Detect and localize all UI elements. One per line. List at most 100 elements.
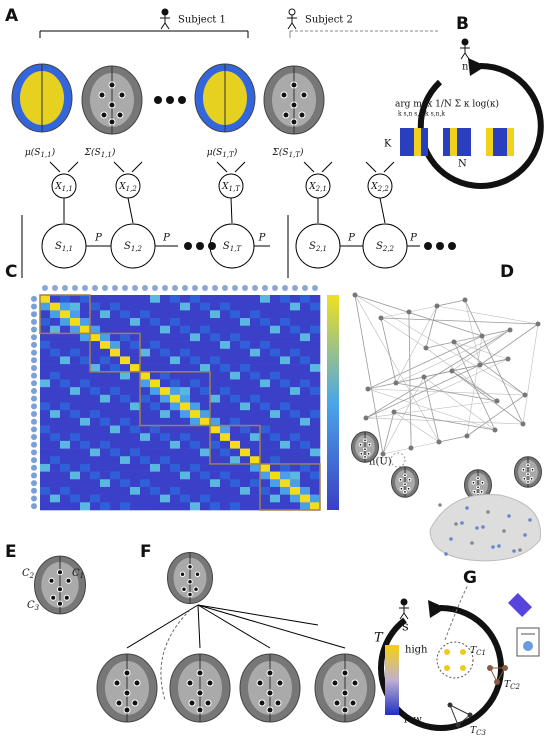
- transition-label: P: [347, 233, 355, 244]
- matrix-cell: [280, 463, 291, 472]
- arrow: [321, 161, 333, 173]
- matrix-cell: [150, 479, 161, 488]
- matrix-cell: [240, 295, 251, 303]
- emission-label-end: ): [111, 147, 116, 158]
- matrix-cell: [290, 425, 301, 434]
- ellipsis: [154, 96, 162, 104]
- matrix-cell: [200, 371, 211, 380]
- matrix-cell: [140, 387, 151, 396]
- matrix-cell: [90, 333, 101, 342]
- ellipsis: [178, 96, 186, 104]
- brain-node: [479, 489, 484, 494]
- network-node: [497, 544, 501, 548]
- state-label-sub: 1,1: [62, 245, 73, 253]
- brain-node: [274, 699, 282, 707]
- matrix-cell: [160, 341, 171, 350]
- matrix-cell: [180, 494, 191, 503]
- matrix-cell: [170, 325, 181, 334]
- matrix-cell: [70, 402, 81, 411]
- network-node: [380, 451, 386, 457]
- matrix-cell: [50, 502, 61, 511]
- matrix-cell: [250, 379, 261, 388]
- tree-edge: [197, 604, 319, 626]
- matrix-cell: [260, 402, 271, 411]
- matrix-cell: [130, 333, 141, 342]
- matrix-cell: [210, 433, 221, 442]
- matrix-cell: [160, 463, 171, 472]
- matrix-cell: [310, 387, 321, 396]
- brain-node: [363, 438, 367, 443]
- state-label: S2,1: [309, 241, 327, 254]
- tree-node: [460, 665, 466, 671]
- network-edge: [365, 364, 481, 419]
- network-node: [481, 525, 485, 529]
- matrix-cell: [220, 394, 231, 403]
- matrix-cell: [260, 410, 271, 419]
- matrix-cell: [60, 440, 71, 449]
- cluster-matrix: [450, 135, 457, 142]
- matrix-cell: [250, 479, 261, 488]
- row-brain: [31, 426, 37, 433]
- matrix-cell: [250, 417, 261, 426]
- matrix-cell: [310, 325, 321, 334]
- matrix-cell: [120, 333, 131, 342]
- matrix-cell: [300, 402, 311, 411]
- matrix-cell: [40, 364, 51, 373]
- matrix-cell: [130, 394, 141, 403]
- matrix-cell: [110, 402, 121, 411]
- matrix-cell: [150, 417, 161, 426]
- brain-node: [65, 577, 72, 584]
- network-edge: [466, 394, 526, 437]
- cluster-box: [209, 424, 261, 465]
- ellipsis: [208, 242, 216, 250]
- brain-node: [521, 467, 526, 472]
- formula-subscripts: k s,n s,n,k s,n,k: [398, 111, 445, 118]
- network-node: [505, 356, 511, 362]
- col-brain: [122, 285, 128, 291]
- matrix-cell: [40, 379, 51, 388]
- matrix-cell: [150, 318, 161, 327]
- matrix-cell: [310, 394, 321, 403]
- emission-label: μ(S1,T): [207, 147, 238, 160]
- matrix-cell: [230, 310, 241, 319]
- transition-label: P: [162, 233, 170, 244]
- cluster-matrix: [400, 149, 407, 156]
- col-brain: [302, 285, 308, 291]
- panel-label: F: [140, 542, 152, 562]
- network-node: [391, 409, 397, 415]
- matrix-cell: [80, 502, 91, 511]
- matrix-cell: [40, 371, 51, 380]
- brain-node: [398, 477, 403, 482]
- matrix-cell: [70, 348, 81, 357]
- observation-label: X1,1: [54, 182, 73, 194]
- matrix-cell: [160, 471, 171, 480]
- brain-node: [476, 485, 480, 490]
- cluster-box: [89, 332, 141, 373]
- matrix-cell: [250, 364, 261, 373]
- transition-label: P: [258, 233, 266, 244]
- matrix-cell: [300, 341, 311, 350]
- matrix-cell: [40, 479, 51, 488]
- matrix-cell: [260, 310, 271, 319]
- matrix-cell: [70, 364, 81, 373]
- matrix-cell: [180, 402, 191, 411]
- matrix-cell: [90, 394, 101, 403]
- matrix-cell: [220, 371, 231, 380]
- row-brain: [31, 334, 37, 341]
- matrix-cell: [40, 318, 51, 327]
- matrix-cell: [120, 348, 131, 357]
- matrix-cell: [110, 394, 121, 403]
- matrix-cell: [300, 410, 311, 419]
- matrix-cell: [220, 348, 231, 357]
- col-brain: [192, 285, 198, 291]
- matrix-cell: [140, 463, 151, 472]
- matrix-cell: [140, 440, 151, 449]
- cluster-label-sub: 2: [29, 572, 35, 580]
- col-brain: [92, 285, 98, 291]
- cluster-label: C3: [27, 600, 40, 613]
- matrix-cell: [210, 448, 221, 457]
- matrix-cell: [140, 417, 151, 426]
- tree-edge: [197, 604, 346, 649]
- matrix-cell: [230, 402, 241, 411]
- network-edge: [367, 335, 483, 390]
